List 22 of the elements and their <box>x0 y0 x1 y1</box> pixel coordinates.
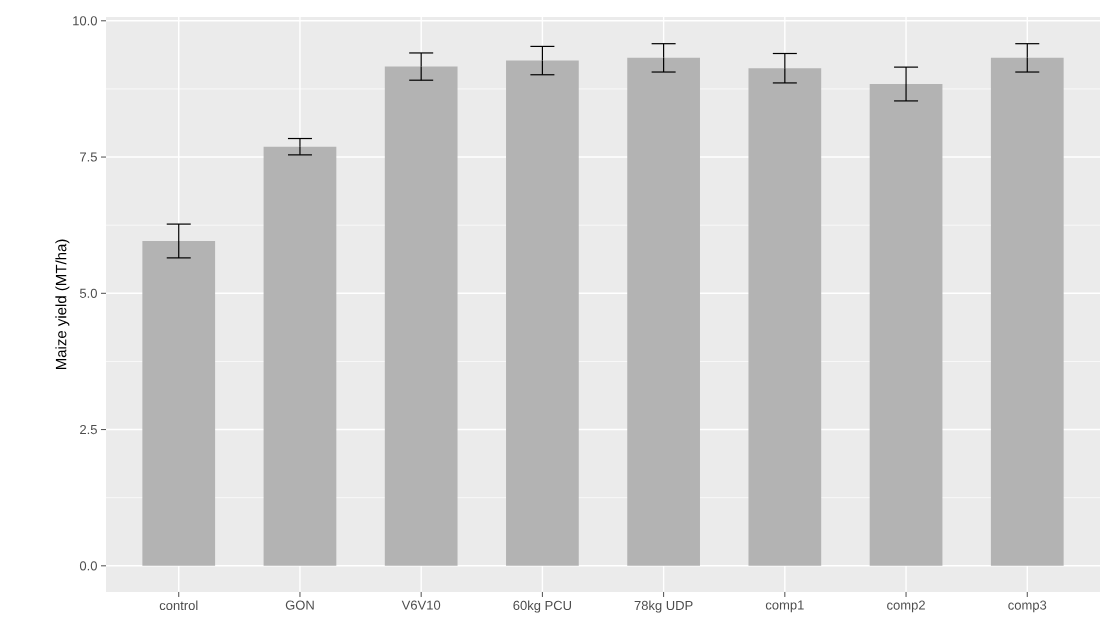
x-tick-label: GON <box>285 600 314 610</box>
x-tick-label: comp1 <box>765 600 804 613</box>
bar <box>990 57 1064 566</box>
x-tick-label: 78kg UDP <box>634 600 693 613</box>
bar <box>142 240 216 566</box>
y-tick-label: 0.0 <box>79 561 97 571</box>
y-tick-label: 2.5 <box>80 424 97 435</box>
y-axis-title: Maize yield (MT/ha) <box>55 239 70 370</box>
bar <box>748 68 822 566</box>
x-tick-label: 60kg PCU <box>513 600 572 613</box>
x-tick-label: comp2 <box>887 600 925 613</box>
y-tick-label: 5.0 <box>79 288 97 298</box>
x-tick-label: control <box>159 600 198 611</box>
y-tick-label: 7.5 <box>80 152 97 162</box>
bar <box>384 66 458 566</box>
bar <box>627 57 700 566</box>
x-tick-label: comp3 <box>1008 600 1047 613</box>
y-tick-label: 10.0 <box>73 16 97 26</box>
bar <box>506 60 579 566</box>
bar <box>263 146 337 566</box>
x-tick-label: V6V10 <box>401 600 441 610</box>
bar <box>869 84 943 566</box>
